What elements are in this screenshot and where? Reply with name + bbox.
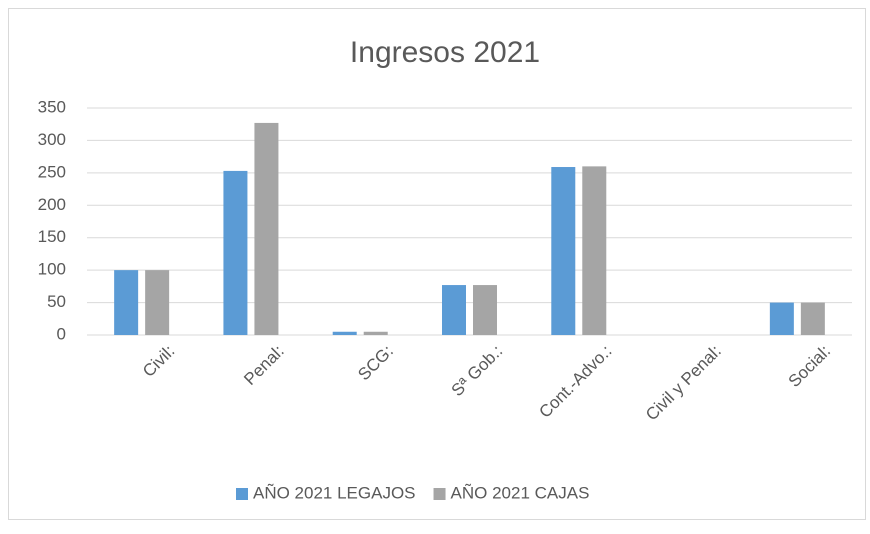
legend-swatch [236,488,248,500]
chart-border [8,8,866,520]
bar [254,122,279,335]
bar [551,167,576,335]
y-tick-label: 300 [38,130,66,149]
bar [363,331,388,335]
bar [442,285,466,335]
legend-label: AÑO 2021 CAJAS [451,483,590,502]
y-tick-label: 50 [47,292,66,311]
legend-label: AÑO 2021 LEGAJOS [253,483,416,502]
y-tick-label: 0 [57,324,66,343]
bar [473,285,497,335]
legend-swatch [433,488,446,500]
y-tick-label: 350 [38,97,66,116]
y-tick-label: 100 [38,260,66,279]
bar [582,166,607,335]
bar [332,331,357,335]
y-tick-label: 200 [38,195,66,214]
chart-title: Ingresos 2021 [350,36,540,69]
bar [145,270,170,335]
bar [769,302,794,335]
y-tick-label: 150 [38,227,66,246]
bar [114,270,139,335]
bar [223,170,248,335]
y-tick-label: 250 [38,162,66,181]
bar [800,302,825,335]
